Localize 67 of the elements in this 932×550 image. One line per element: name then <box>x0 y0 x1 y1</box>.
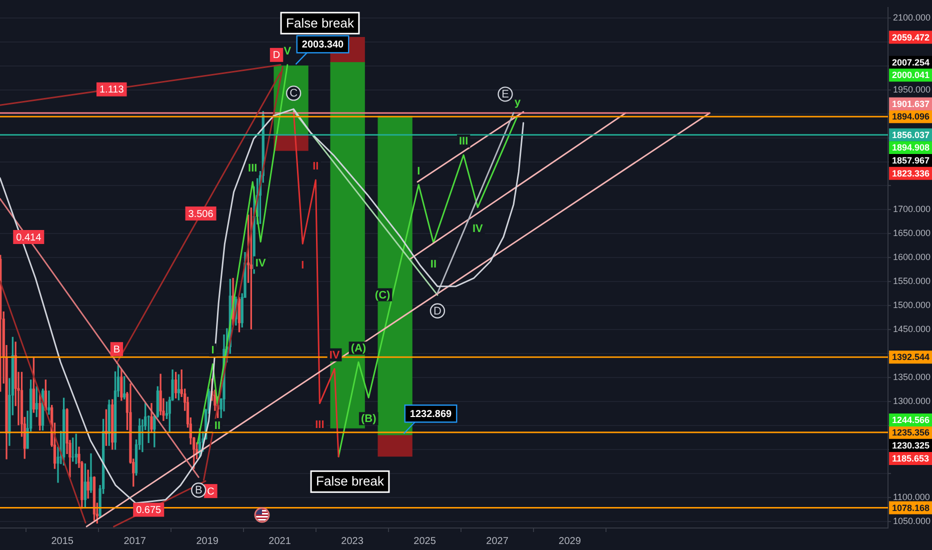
y-tick-label: 1100.000 <box>893 492 930 502</box>
y-tick-label: 1650.000 <box>893 228 931 238</box>
data-label: IV <box>329 349 340 362</box>
ref-line-label: 1078.168 <box>892 502 930 513</box>
text: 1901.637 <box>892 98 930 109</box>
annotation: D <box>272 50 280 62</box>
x-tick-label: 2023 <box>341 536 364 547</box>
y-tick-label: 1450.000 <box>893 324 931 334</box>
data-label: I <box>417 165 420 178</box>
data-label: (B) <box>360 413 377 426</box>
annotation: D <box>434 305 442 318</box>
text: 2059.472 <box>892 32 930 42</box>
ref-line-label: 1894.096 <box>892 112 930 122</box>
x-tick-label: 2015 <box>51 536 74 547</box>
annotation: 1.113 <box>99 84 124 96</box>
annotation: 2003.340 <box>302 40 344 51</box>
text: 1185.653 <box>892 453 930 464</box>
data-label: III <box>248 162 258 174</box>
y-tick-label: 1550.000 <box>893 276 931 286</box>
data-label: (C) <box>374 289 391 302</box>
y-tick-label: 1050.000 <box>893 516 931 526</box>
annotation: 0.675 <box>136 505 162 516</box>
annotation: B <box>113 344 120 356</box>
annotation: False break <box>286 15 354 30</box>
data-label: II <box>430 258 437 270</box>
data-label: I <box>301 259 304 272</box>
data-label: (A) <box>350 342 366 355</box>
ref-line-label: 1856.037 <box>892 130 930 140</box>
annotation: 1232.869 <box>410 408 452 420</box>
data-label: y <box>514 96 522 108</box>
x-tick-label: 2025 <box>414 536 436 547</box>
x-tick-label: 2027 <box>486 536 509 547</box>
y-tick-label: 1500.000 <box>893 300 931 310</box>
y-tick-label: 1700.000 <box>893 204 931 214</box>
y-tick-label: 1950.000 <box>893 84 931 94</box>
text: 1857.967 <box>892 156 930 166</box>
annotation: C <box>207 486 214 498</box>
x-tick-label: 2029 <box>558 536 582 547</box>
text: 1894.908 <box>892 142 930 153</box>
data-label: I <box>211 344 214 357</box>
y-tick-label: 2100.000 <box>893 12 931 22</box>
x-tick-label: 2019 <box>196 536 219 547</box>
annotation: B <box>194 484 202 497</box>
ref-line-label: 1392.544 <box>892 352 930 362</box>
text: 1230.325 <box>892 440 930 451</box>
text: 2007.254 <box>892 57 930 68</box>
x-tick-label: 2021 <box>268 536 292 547</box>
text: 1244.566 <box>892 415 930 426</box>
data-label: V <box>284 45 292 58</box>
annotation: 0.414 <box>16 232 42 244</box>
x-tick-label: 2017 <box>124 536 146 547</box>
y-tick-label: 1600.000 <box>893 252 931 262</box>
data-label: II <box>312 160 319 173</box>
annotation: 3.506 <box>188 208 214 220</box>
annotation: False break <box>316 474 384 489</box>
text: 2000.041 <box>892 70 930 80</box>
data-label: II <box>214 420 221 432</box>
data-label: IV <box>472 222 484 235</box>
annotation: C <box>290 88 298 100</box>
ref-line-label: 1235.356 <box>892 427 930 438</box>
y-tick-label: 1350.000 <box>893 372 931 382</box>
y-tick-label: 1300.000 <box>893 396 931 406</box>
annotation: E <box>502 88 509 101</box>
data-label: III <box>315 418 324 431</box>
data-label: III <box>458 136 468 148</box>
text: 1823.336 <box>892 168 930 178</box>
data-label: IV <box>255 257 266 270</box>
